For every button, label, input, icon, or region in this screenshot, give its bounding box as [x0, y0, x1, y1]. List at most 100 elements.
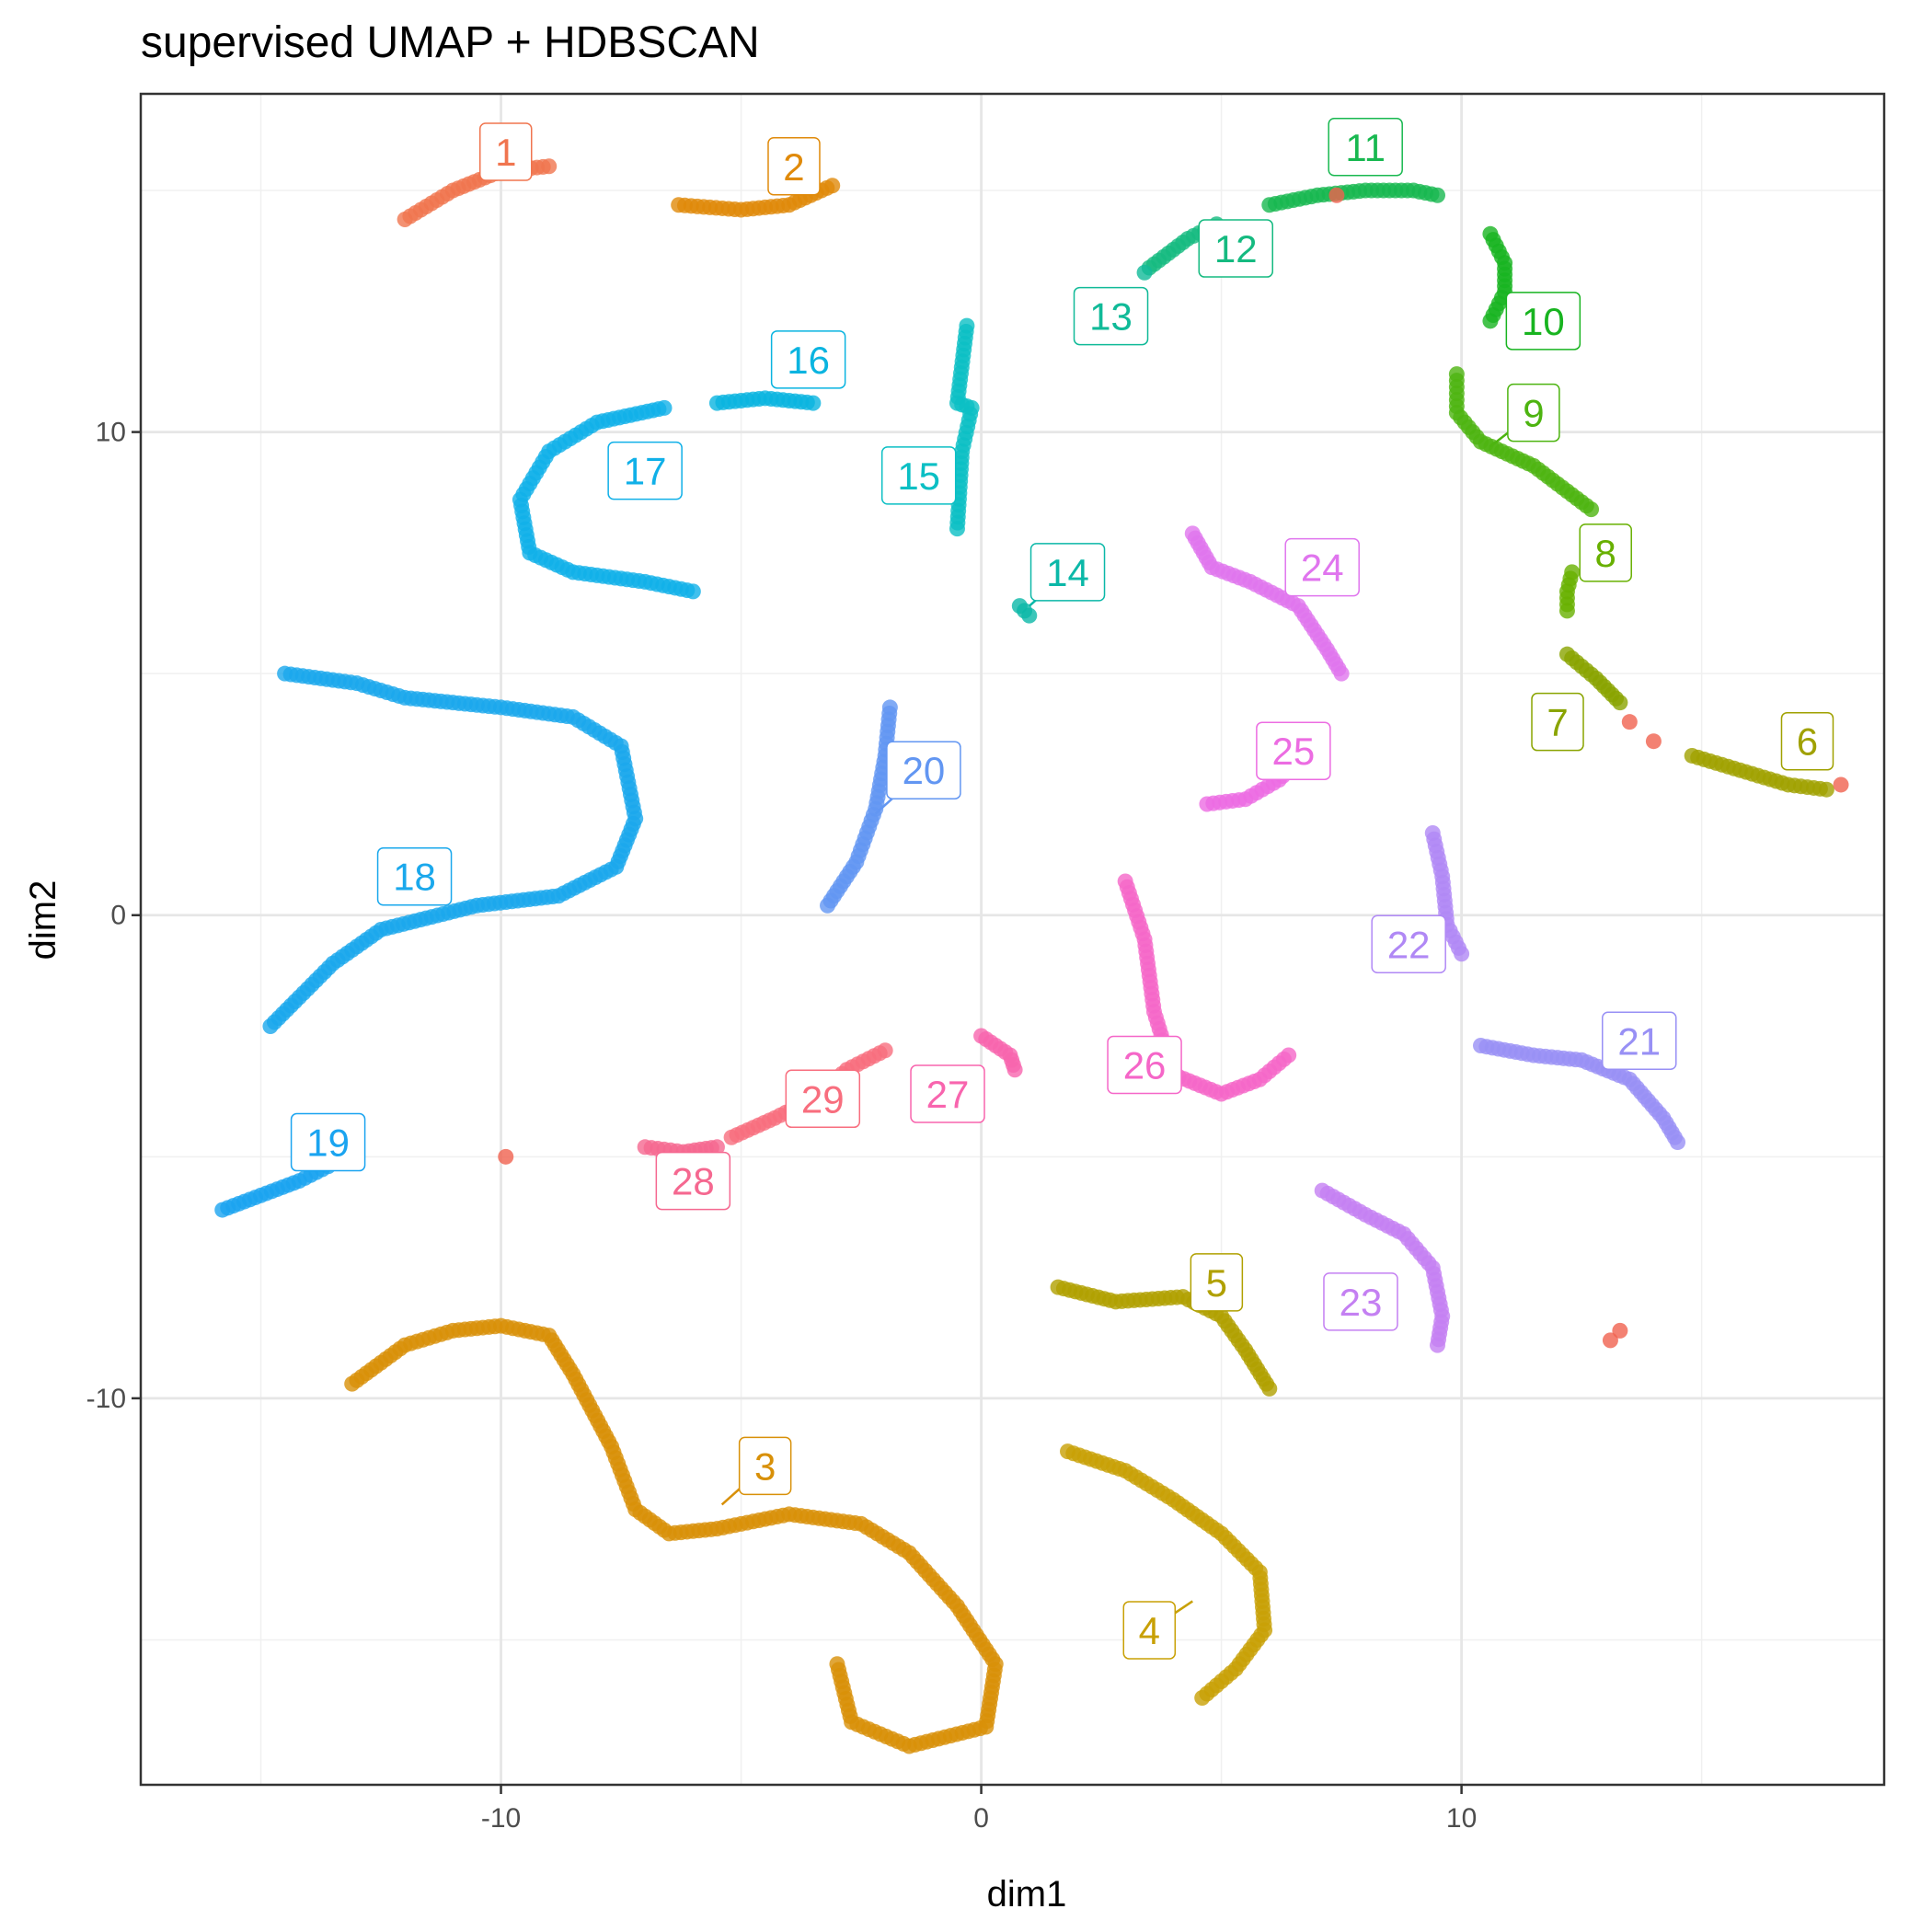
- cluster-3-label: 3: [738, 1436, 792, 1496]
- label-text: 16: [787, 339, 830, 382]
- noise-point: [1602, 1332, 1618, 1349]
- data-point: [1006, 1062, 1023, 1078]
- label-box: [1579, 523, 1632, 582]
- label-text: 19: [306, 1121, 350, 1165]
- cluster-17-points: [512, 399, 701, 600]
- cluster-28-label: 28: [655, 1151, 731, 1211]
- label-box: [1602, 1011, 1677, 1071]
- label-box: [910, 1064, 985, 1123]
- cluster-10-label: 10: [1505, 292, 1581, 351]
- label-text: 25: [1272, 730, 1316, 773]
- label-box: [290, 1112, 366, 1172]
- noise-point: [1833, 776, 1849, 793]
- label-text: 24: [1301, 546, 1344, 590]
- noise-point: [1612, 1322, 1628, 1339]
- label-box: [1328, 118, 1403, 177]
- cluster-16-label: 16: [770, 330, 846, 389]
- cluster-9-label: 9: [1507, 383, 1560, 443]
- data-point: [877, 1042, 893, 1059]
- cluster-5-label: 5: [1190, 1253, 1244, 1312]
- label-box: [1256, 721, 1331, 780]
- label-box: [770, 330, 846, 389]
- label-box: [1107, 1035, 1182, 1095]
- data-point: [1333, 665, 1350, 682]
- label-text: 6: [1797, 720, 1818, 764]
- data-point: [541, 158, 558, 175]
- cluster-2-label: 2: [767, 137, 821, 196]
- data-point: [829, 1656, 845, 1673]
- label-text: 28: [672, 1160, 715, 1203]
- label-text: 9: [1523, 392, 1544, 435]
- label-text: 1: [495, 131, 516, 174]
- label-box: [785, 1069, 861, 1129]
- x-axis-title: dim1: [987, 1874, 1067, 1915]
- label-text: 8: [1595, 532, 1616, 575]
- data-point: [262, 1018, 279, 1035]
- noise-points: [498, 187, 1849, 1349]
- plot-border: [139, 92, 1886, 1787]
- y-axis: -10 0 10: [86, 418, 141, 1414]
- cluster-22-label: 22: [1371, 914, 1446, 974]
- label-text: 13: [1089, 295, 1133, 339]
- label-text: 7: [1547, 701, 1568, 744]
- data-point: [1454, 946, 1470, 962]
- label-box: [1029, 543, 1106, 602]
- data-point: [1194, 1689, 1211, 1706]
- label-text: 26: [1123, 1044, 1167, 1087]
- data-point: [708, 1139, 725, 1156]
- label-box: [655, 1151, 731, 1211]
- data-point: [1670, 1134, 1686, 1151]
- data-point: [1281, 1047, 1297, 1064]
- data-point: [820, 897, 836, 914]
- cluster-25-label: 25: [1256, 721, 1331, 780]
- cluster-11-label: 11: [1328, 118, 1403, 177]
- cluster-29-label: 29: [785, 1069, 861, 1129]
- label-text: 21: [1617, 1019, 1661, 1063]
- cluster-15-points: [949, 317, 980, 537]
- label-box: [1190, 1253, 1244, 1312]
- label-text: 29: [801, 1077, 845, 1121]
- cluster-6-label: 6: [1780, 711, 1834, 771]
- label-text: 3: [754, 1444, 776, 1488]
- cluster-10-points: [1482, 225, 1513, 329]
- label-text: 18: [393, 856, 436, 899]
- label-text: 12: [1214, 227, 1258, 270]
- cluster-8-label: 8: [1579, 523, 1632, 582]
- x-tick-label: -10: [481, 1803, 521, 1834]
- label-text: 27: [926, 1073, 970, 1116]
- cluster-24-label: 24: [1284, 537, 1360, 597]
- label-text: 17: [624, 450, 667, 493]
- label-text: 5: [1206, 1261, 1227, 1305]
- data-point: [1482, 313, 1499, 329]
- cluster-labels: 1 234567891011121314151617181920212223242…: [290, 118, 1834, 1660]
- cluster-21-label: 21: [1602, 1011, 1677, 1071]
- label-text: 23: [1340, 1281, 1383, 1324]
- plot-panel: [141, 94, 1884, 1785]
- label-box: [767, 137, 821, 196]
- label-text: 2: [783, 145, 804, 189]
- cluster-19-label: 19: [290, 1112, 366, 1172]
- label-text: 15: [897, 454, 940, 498]
- data-point: [1612, 695, 1628, 711]
- cluster-14-points: [1011, 598, 1038, 624]
- cluster-3-points: [344, 1317, 1004, 1754]
- label-box: [1323, 1272, 1398, 1331]
- cluster-14-label: 14: [1029, 543, 1106, 602]
- y-tick-label: 0: [110, 901, 126, 931]
- label-box: [1507, 383, 1560, 443]
- data-point: [1430, 187, 1446, 203]
- y-tick-label: -10: [86, 1384, 126, 1414]
- cluster-8-points: [1558, 564, 1581, 619]
- label-box: [376, 846, 453, 906]
- data-point: [805, 395, 822, 411]
- cluster-24-points: [1184, 525, 1350, 682]
- label-text: 4: [1139, 1609, 1160, 1652]
- label-text: 14: [1046, 551, 1089, 594]
- data-point: [1564, 564, 1581, 581]
- cluster-27-label: 27: [910, 1064, 985, 1123]
- noise-point: [498, 1148, 514, 1165]
- data-point: [1818, 781, 1834, 798]
- label-text: 20: [903, 749, 946, 792]
- label-box: [1371, 914, 1446, 974]
